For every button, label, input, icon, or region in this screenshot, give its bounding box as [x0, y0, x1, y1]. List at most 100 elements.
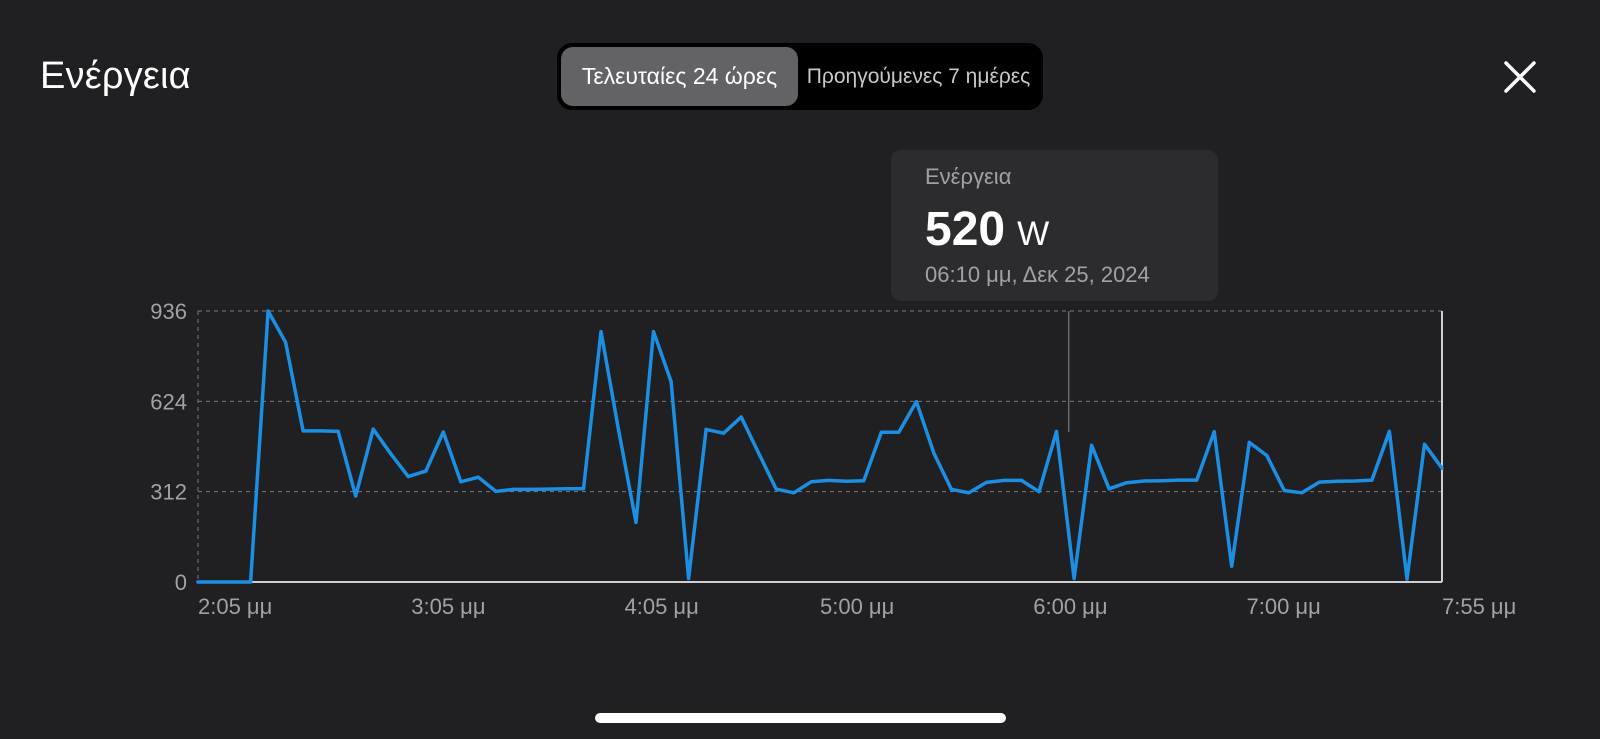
tooltip-unit: W: [1017, 215, 1050, 253]
energy-data-point: [371, 427, 375, 431]
energy-data-point: [774, 487, 778, 491]
energy-data-point: [1212, 430, 1216, 434]
x-tick-label: 3:05 μμ: [411, 594, 485, 619]
energy-data-point: [249, 580, 253, 584]
energy-data-point: [336, 429, 340, 433]
home-indicator: [595, 713, 1006, 723]
energy-data-point: [1247, 440, 1251, 444]
x-axis-ticks: 2:05 μμ 3:05 μμ 4:05 μμ 5:00 μμ 6:00 μμ 7:00 …: [198, 594, 1516, 619]
y-axis-ticks: 0 312 624 936: [150, 299, 187, 595]
y-tick-label: 312: [150, 480, 187, 505]
energy-data-point: [1160, 479, 1164, 483]
chart-grid: [197, 310, 1443, 583]
close-icon: [1504, 61, 1536, 93]
energy-data-point: [862, 479, 866, 483]
energy-data-point: [284, 340, 288, 344]
energy-data-point: [967, 491, 971, 495]
energy-data-point: [651, 330, 656, 334]
time-range-segmented-control: Τελευταίες 24 ώρες Προηγούμενες 7 ημέρες: [557, 43, 1043, 110]
energy-data-point: [687, 576, 691, 581]
energy-data-point: [546, 487, 551, 491]
x-tick-label: 6:00 μμ: [1033, 594, 1107, 619]
energy-data-point: [932, 451, 936, 455]
energy-data-point: [301, 429, 305, 433]
x-tick-label: 7:55 μμ: [1442, 594, 1516, 619]
page-title: Ενέργεια: [40, 55, 191, 97]
energy-data-point: [827, 478, 831, 482]
x-tick-label: 2:05 μμ: [198, 594, 272, 619]
energy-data-point: [231, 580, 235, 584]
energy-data-point: [757, 451, 761, 455]
energy-data-point: [1405, 577, 1409, 581]
energy-data-point: [389, 452, 393, 456]
energy-data-point: [529, 487, 533, 491]
energy-data-point: [441, 430, 445, 434]
x-tick-label: 5:00 μμ: [820, 594, 894, 619]
energy-data-point: [1300, 491, 1304, 495]
energy-data-point: [1107, 487, 1111, 491]
energy-data-point: [1002, 478, 1006, 482]
energy-data-point: [897, 430, 901, 434]
tooltip-value: 520: [925, 203, 1006, 256]
tooltip-date: 06:10 μμ, Δεκ 25, 2024: [925, 262, 1150, 287]
energy-data-point: [1177, 478, 1181, 482]
energy-data-point: [1054, 429, 1059, 433]
energy-data-point: [581, 487, 586, 491]
energy-data-point: [406, 475, 410, 479]
energy-data-point: [354, 494, 358, 498]
energy-data-point: [1352, 479, 1356, 483]
chart-series: [196, 309, 1444, 584]
energy-data-point: [1317, 480, 1321, 484]
energy-data-point: [1440, 466, 1444, 470]
energy-data-point: [1142, 479, 1146, 483]
energy-data-point: [879, 430, 883, 434]
close-button[interactable]: [1500, 57, 1540, 97]
energy-data-point: [616, 428, 621, 432]
energy-data-point: [739, 415, 743, 419]
tooltip-value-row: 520 W: [925, 202, 1049, 257]
energy-data-point: [792, 491, 796, 495]
energy-data-point: [1090, 443, 1094, 447]
energy-data-point: [984, 480, 989, 484]
energy-data-point: [704, 427, 708, 431]
energy-data-point: [914, 400, 919, 404]
energy-data-point: [669, 380, 673, 384]
energy-data-point: [949, 487, 954, 491]
energy-data-point: [1230, 564, 1234, 568]
energy-data-point: [494, 489, 498, 493]
y-tick-label: 936: [150, 299, 187, 324]
energy-data-point: [213, 580, 218, 584]
energy-data-point: [634, 520, 638, 525]
energy-data-point: [459, 480, 463, 484]
x-tick-label: 4:05 μμ: [625, 594, 699, 619]
energy-data-point: [1019, 478, 1024, 482]
energy-data-point: [1125, 481, 1129, 485]
segment-last-7-days[interactable]: Προηγούμενες 7 ημέρες: [806, 64, 1031, 88]
energy-data-point: [424, 469, 428, 473]
segment-last-24-hours[interactable]: Τελευταίες 24 ώρες: [561, 47, 798, 106]
y-tick-label: 0: [175, 570, 187, 595]
energy-data-point: [564, 487, 568, 491]
energy-data-point: [599, 330, 603, 334]
energy-data-point: [196, 580, 200, 584]
energy-data-point: [511, 487, 515, 491]
energy-data-point: [476, 475, 480, 479]
energy-data-point: [1282, 488, 1286, 493]
energy-data-point: [1422, 442, 1427, 446]
energy-data-point: [1195, 478, 1199, 482]
y-tick-label: 624: [150, 389, 187, 414]
tooltip-label: Ενέργεια: [925, 164, 1012, 189]
energy-data-point: [722, 431, 726, 435]
energy-data-point: [1037, 490, 1041, 494]
energy-data-point: [1370, 478, 1374, 482]
value-tooltip: Ενέργεια 520 W 06:10 μμ, Δεκ 25, 2024: [891, 150, 1218, 301]
energy-data-point: [1335, 479, 1339, 483]
energy-data-point: [1387, 429, 1391, 433]
energy-data-point: [1265, 453, 1269, 458]
energy-data-point: [809, 480, 813, 484]
energy-data-point: [1072, 576, 1076, 581]
energy-data-point: [319, 429, 323, 433]
energy-data-point: [266, 309, 270, 313]
energy-series-line: [196, 309, 1444, 584]
